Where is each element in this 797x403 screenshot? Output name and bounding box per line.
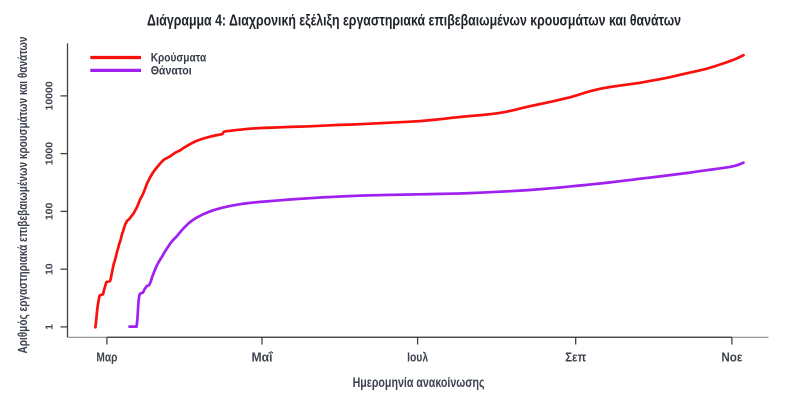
svg-text:Ιουλ: Ιουλ [407,349,429,364]
svg-text:Θάνατοι: Θάνατοι [151,65,192,77]
svg-text:Ημερομηνία ανακοίνωσης: Ημερομηνία ανακοίνωσης [353,375,485,390]
svg-text:Αριθμός εργαστηριακά επιβεβαιω: Αριθμός εργαστηριακά επιβεβαιωμένων κρου… [16,36,30,353]
svg-text:Κρούσματα: Κρούσματα [151,53,207,65]
svg-text:Μαΐ: Μαΐ [252,349,274,364]
svg-text:Μαρ: Μαρ [96,349,117,364]
svg-text:Σεπ: Σεπ [565,349,586,364]
svg-text:10000: 10000 [43,81,55,110]
svg-text:100: 100 [43,202,55,220]
svg-text:Νοε: Νοε [721,349,742,364]
svg-text:1: 1 [43,324,55,330]
svg-text:1000: 1000 [43,142,55,166]
svg-text:Διάγραμμα 4: Διαχρονική εξέλιξ: Διάγραμμα 4: Διαχρονική εξέλιξη εργαστηρ… [147,13,681,30]
svg-text:10: 10 [43,263,55,275]
